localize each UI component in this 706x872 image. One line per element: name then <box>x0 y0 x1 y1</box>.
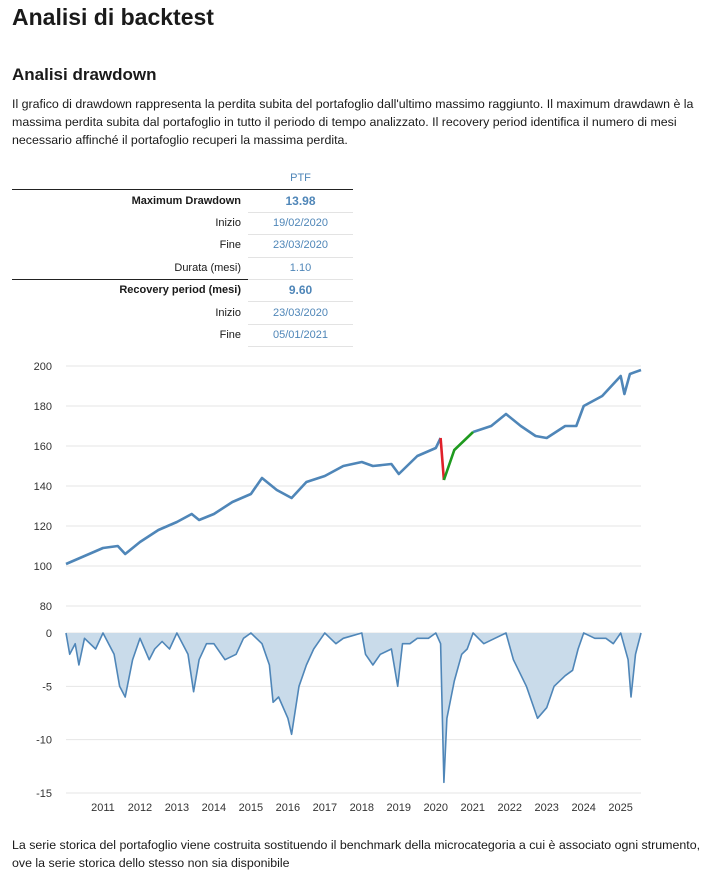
x-tick-label: 2023 <box>534 802 558 814</box>
x-tick-label: 2017 <box>313 802 337 814</box>
x-tick-label: 2021 <box>461 802 485 814</box>
row-value: 13.98 <box>248 189 353 213</box>
row-value: 1.10 <box>248 257 353 280</box>
x-tick-label: 2020 <box>424 802 448 814</box>
row-label: Fine <box>219 328 241 341</box>
table-row: Maximum Drawdown 13.98 <box>12 189 353 213</box>
table-column-header: PTF <box>248 168 353 191</box>
drawdown-y-tick-label: -10 <box>36 735 52 747</box>
drawdown-y-tick-label: -15 <box>36 788 52 800</box>
drawdown-area <box>66 633 641 783</box>
table-row: Fine 05/01/2021 <box>12 324 353 348</box>
row-value: 9.60 <box>248 278 353 303</box>
price-line-pre <box>65 437 442 566</box>
price-y-tick-label: 180 <box>34 401 52 413</box>
x-tick-label: 2024 <box>571 802 595 814</box>
row-label: Recovery period (mesi) <box>12 278 248 302</box>
x-tick-label: 2014 <box>202 802 226 814</box>
x-tick-label: 2011 <box>91 802 115 814</box>
table-row: Recovery period (mesi) 9.60 <box>12 278 353 303</box>
drawdown-stats-table: PTF Maximum Drawdown 13.98 Inizio 19/02/… <box>12 168 353 348</box>
drawdown-y-tick-label: -5 <box>42 681 52 693</box>
price-y-tick-label: 160 <box>34 441 52 453</box>
x-tick-label: 2019 <box>387 802 411 814</box>
price-y-tick-label: 120 <box>34 521 52 533</box>
x-tick-label: 2012 <box>128 802 152 814</box>
price-y-tick-label: 80 <box>40 601 52 613</box>
x-tick-label: 2013 <box>165 802 189 814</box>
row-value: 19/02/2020 <box>248 212 353 236</box>
recovery-phase-line <box>442 431 474 481</box>
table-row: Durata (mesi) 1.10 <box>12 257 353 280</box>
page-title: Analisi di backtest <box>12 4 214 30</box>
backtest-chart: 80 100 120 140 160 180 200 0 -5 -10 -15 2011 2012 201… <box>34 361 642 814</box>
footnote: La serie storica del portafoglio viene c… <box>12 838 701 870</box>
row-value: 23/03/2020 <box>248 301 353 325</box>
row-value: 05/01/2021 <box>248 324 353 348</box>
x-tick-label: 2016 <box>276 802 300 814</box>
price-y-tick-label: 140 <box>34 481 52 493</box>
drawdown-phase-line <box>439 437 446 481</box>
section-title: Analisi drawdown <box>12 65 157 84</box>
intro-paragraph: Il grafico di drawdown rappresenta la pe… <box>12 97 694 147</box>
drawdown-line <box>65 632 642 784</box>
x-tick-label: 2018 <box>350 802 374 814</box>
table-row: Fine 23/03/2020 <box>12 234 353 258</box>
row-label: Inizio <box>215 216 241 229</box>
x-tick-label: 2025 <box>608 802 632 814</box>
x-tick-label: 2015 <box>239 802 263 814</box>
row-value: 23/03/2020 <box>248 234 353 258</box>
table-row: Inizio 19/02/2020 <box>12 212 353 236</box>
drawdown-y-tick-label: 0 <box>46 628 52 640</box>
row-label: Durata (mesi) <box>174 261 241 274</box>
price-y-tick-label: 200 <box>34 361 52 373</box>
row-label: Maximum Drawdown <box>131 194 241 207</box>
x-tick-label: 2022 <box>497 802 521 814</box>
price-line-post <box>472 368 642 440</box>
price-y-tick-label: 100 <box>34 561 52 573</box>
table-label-header <box>12 168 248 191</box>
table-row: Inizio 23/03/2020 <box>12 301 353 325</box>
row-label: Fine <box>219 239 241 252</box>
row-label: Inizio <box>215 306 241 319</box>
